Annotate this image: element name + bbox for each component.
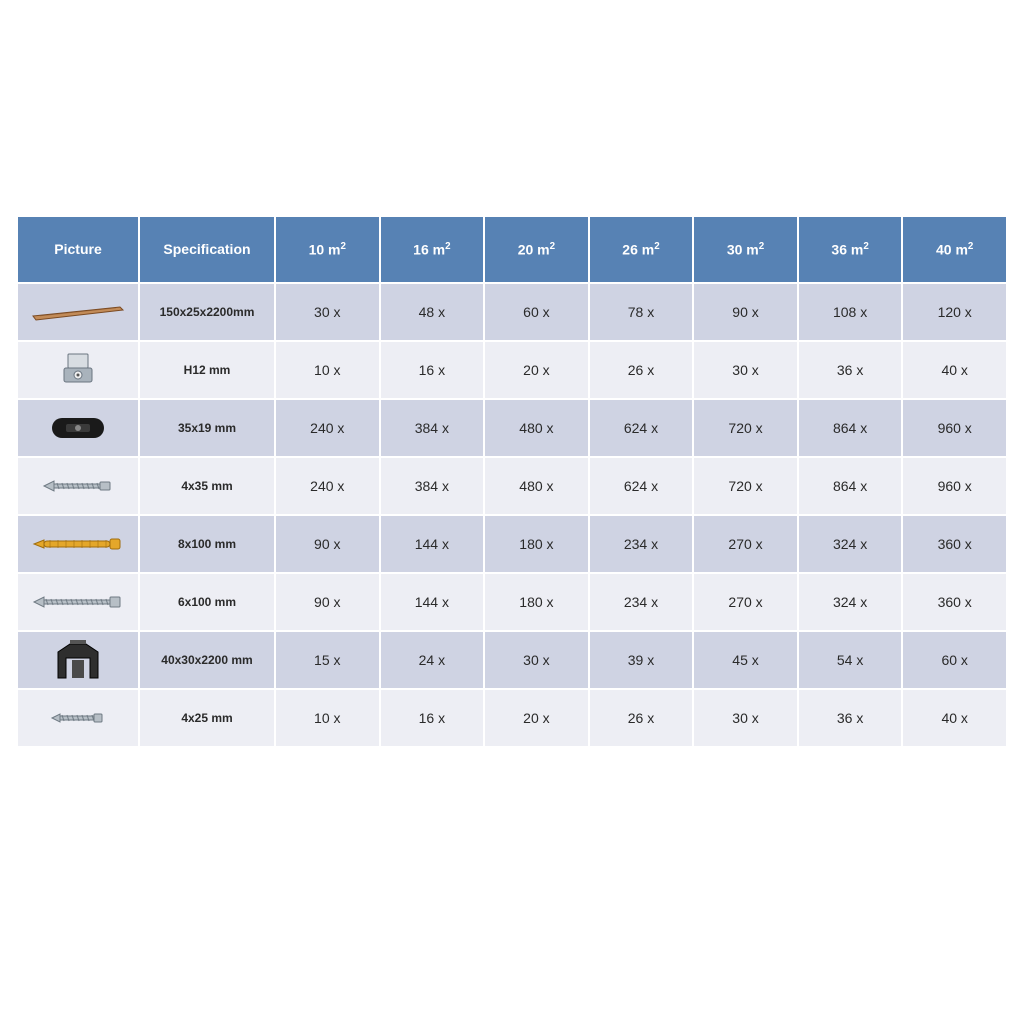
header-row: Picture Specification 10 m2 16 m2 20 m2 … <box>17 216 1007 283</box>
joist-icon <box>22 637 134 683</box>
picture-cell <box>17 399 139 457</box>
value-cell: 108 x <box>798 283 903 341</box>
picture-cell <box>17 457 139 515</box>
value-cell: 24 x <box>380 631 485 689</box>
value-cell: 234 x <box>589 515 694 573</box>
anchor-icon <box>22 521 134 567</box>
screw-s-icon <box>22 463 134 509</box>
value-cell: 144 x <box>380 573 485 631</box>
picture-cell <box>17 689 139 747</box>
value-cell: 90 x <box>275 515 380 573</box>
table-row: 6x100 mm90 x144 x180 x234 x270 x324 x360… <box>17 573 1007 631</box>
value-cell: 480 x <box>484 399 589 457</box>
specification-cell: 35x19 mm <box>139 399 275 457</box>
value-cell: 864 x <box>798 399 903 457</box>
value-cell: 624 x <box>589 399 694 457</box>
col-size-0: 10 m2 <box>275 216 380 283</box>
col-size-2: 20 m2 <box>484 216 589 283</box>
screw-l-icon <box>22 579 134 625</box>
value-cell: 54 x <box>798 631 903 689</box>
plank-icon <box>22 289 134 335</box>
value-cell: 30 x <box>693 341 798 399</box>
value-cell: 10 x <box>275 689 380 747</box>
value-cell: 180 x <box>484 573 589 631</box>
picture-cell <box>17 515 139 573</box>
value-cell: 60 x <box>902 631 1007 689</box>
value-cell: 90 x <box>275 573 380 631</box>
value-cell: 120 x <box>902 283 1007 341</box>
value-cell: 15 x <box>275 631 380 689</box>
value-cell: 26 x <box>589 341 694 399</box>
screw-xs-icon <box>22 695 134 741</box>
picture-cell <box>17 573 139 631</box>
value-cell: 20 x <box>484 341 589 399</box>
value-cell: 240 x <box>275 457 380 515</box>
table-row: 40x30x2200 mm15 x24 x30 x39 x45 x54 x60 … <box>17 631 1007 689</box>
table-row: 4x25 mm10 x16 x20 x26 x30 x36 x40 x <box>17 689 1007 747</box>
value-cell: 180 x <box>484 515 589 573</box>
table-row: 8x100 mm90 x144 x180 x234 x270 x324 x360… <box>17 515 1007 573</box>
table-row: 150x25x2200mm30 x48 x60 x78 x90 x108 x12… <box>17 283 1007 341</box>
value-cell: 60 x <box>484 283 589 341</box>
specification-cell: 40x30x2200 mm <box>139 631 275 689</box>
clip-icon <box>22 347 134 393</box>
value-cell: 40 x <box>902 341 1007 399</box>
col-size-1: 16 m2 <box>380 216 485 283</box>
col-size-3: 26 m2 <box>589 216 694 283</box>
value-cell: 30 x <box>693 689 798 747</box>
value-cell: 48 x <box>380 283 485 341</box>
value-cell: 144 x <box>380 515 485 573</box>
value-cell: 36 x <box>798 689 903 747</box>
value-cell: 864 x <box>798 457 903 515</box>
value-cell: 960 x <box>902 399 1007 457</box>
value-cell: 240 x <box>275 399 380 457</box>
col-size-4: 30 m2 <box>693 216 798 283</box>
value-cell: 480 x <box>484 457 589 515</box>
value-cell: 960 x <box>902 457 1007 515</box>
value-cell: 270 x <box>693 515 798 573</box>
value-cell: 324 x <box>798 515 903 573</box>
value-cell: 324 x <box>798 573 903 631</box>
spacer-icon <box>22 405 134 451</box>
value-cell: 20 x <box>484 689 589 747</box>
value-cell: 360 x <box>902 573 1007 631</box>
value-cell: 10 x <box>275 341 380 399</box>
col-size-5: 36 m2 <box>798 216 903 283</box>
value-cell: 30 x <box>484 631 589 689</box>
value-cell: 16 x <box>380 689 485 747</box>
picture-cell <box>17 283 139 341</box>
value-cell: 720 x <box>693 457 798 515</box>
table-row: H12 mm10 x16 x20 x26 x30 x36 x40 x <box>17 341 1007 399</box>
picture-cell <box>17 631 139 689</box>
value-cell: 45 x <box>693 631 798 689</box>
value-cell: 360 x <box>902 515 1007 573</box>
col-specification: Specification <box>139 216 275 283</box>
specification-cell: 4x25 mm <box>139 689 275 747</box>
value-cell: 26 x <box>589 689 694 747</box>
specification-cell: H12 mm <box>139 341 275 399</box>
value-cell: 90 x <box>693 283 798 341</box>
value-cell: 40 x <box>902 689 1007 747</box>
table-row: 4x35 mm240 x384 x480 x624 x720 x864 x960… <box>17 457 1007 515</box>
col-picture: Picture <box>17 216 139 283</box>
value-cell: 36 x <box>798 341 903 399</box>
col-size-6: 40 m2 <box>902 216 1007 283</box>
specification-cell: 4x35 mm <box>139 457 275 515</box>
picture-cell <box>17 341 139 399</box>
value-cell: 720 x <box>693 399 798 457</box>
value-cell: 624 x <box>589 457 694 515</box>
value-cell: 78 x <box>589 283 694 341</box>
value-cell: 16 x <box>380 341 485 399</box>
value-cell: 39 x <box>589 631 694 689</box>
value-cell: 384 x <box>380 399 485 457</box>
table-row: 35x19 mm240 x384 x480 x624 x720 x864 x96… <box>17 399 1007 457</box>
specification-cell: 8x100 mm <box>139 515 275 573</box>
materials-table: Picture Specification 10 m2 16 m2 20 m2 … <box>16 215 1008 748</box>
specification-cell: 6x100 mm <box>139 573 275 631</box>
specification-cell: 150x25x2200mm <box>139 283 275 341</box>
value-cell: 384 x <box>380 457 485 515</box>
value-cell: 270 x <box>693 573 798 631</box>
value-cell: 234 x <box>589 573 694 631</box>
value-cell: 30 x <box>275 283 380 341</box>
